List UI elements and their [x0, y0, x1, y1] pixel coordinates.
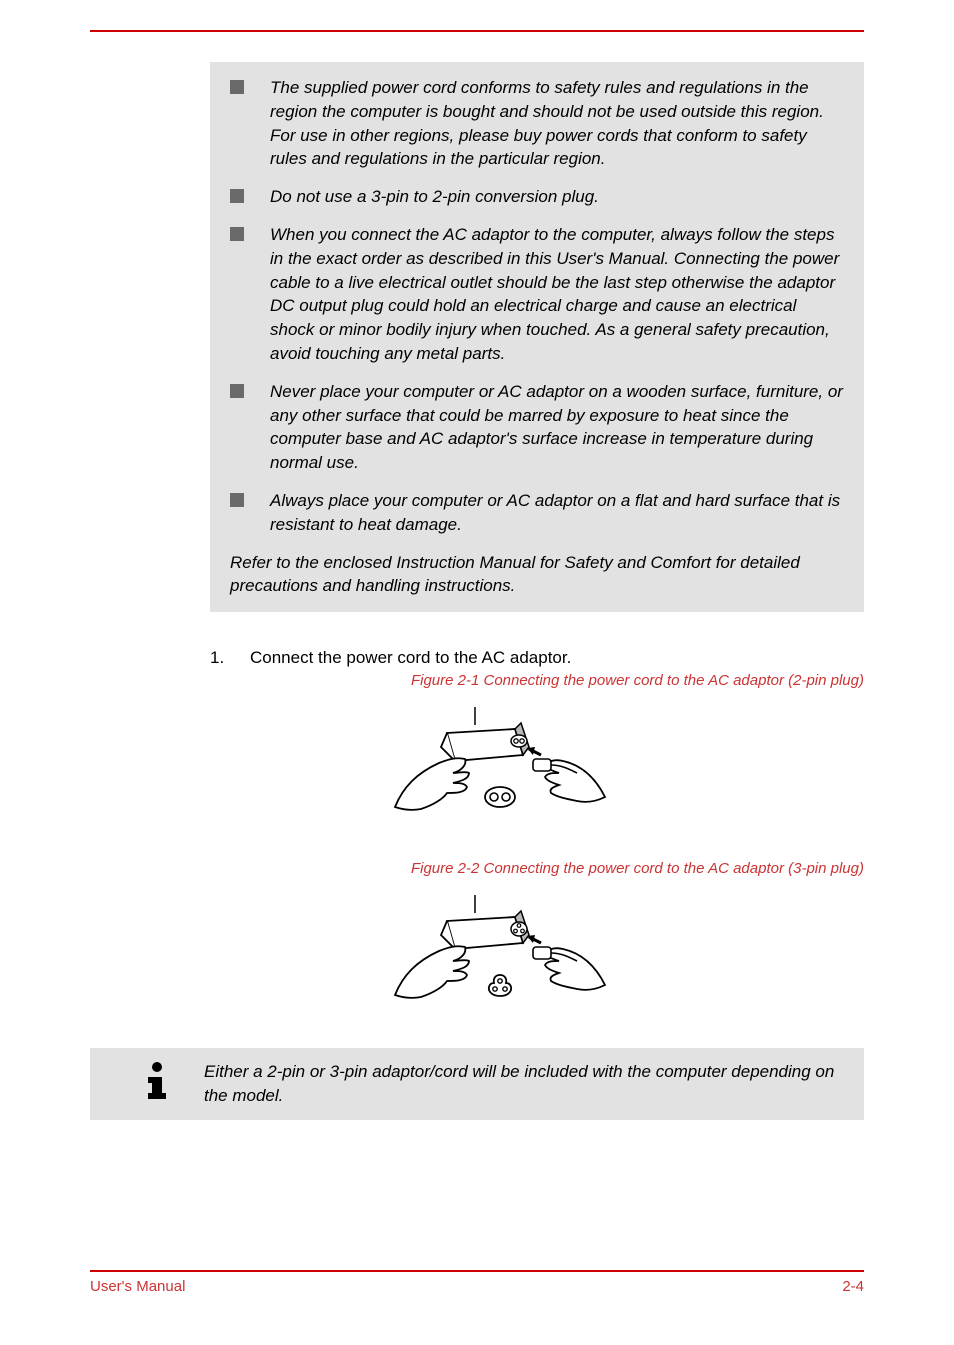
list-item: Always place your computer or AC adaptor… — [230, 489, 844, 537]
info-icon-cell — [90, 1061, 204, 1106]
bullet-icon — [230, 189, 244, 203]
bullet-icon — [230, 384, 244, 398]
bottom-divider — [90, 1270, 864, 1272]
warning-text: When you connect the AC adaptor to the c… — [270, 223, 844, 366]
figure-2-image — [90, 895, 864, 1020]
step-number: 1. — [210, 648, 250, 668]
footer-right: 2-4 — [842, 1278, 864, 1295]
warning-text: Always place your computer or AC adaptor… — [270, 489, 844, 537]
info-icon — [140, 1061, 174, 1101]
list-item: Do not use a 3-pin to 2-pin conversion p… — [230, 185, 844, 209]
list-item: When you connect the AC adaptor to the c… — [230, 223, 844, 366]
bullet-icon — [230, 493, 244, 507]
list-item: Never place your computer or AC adaptor … — [230, 380, 844, 475]
list-item: The supplied power cord conforms to safe… — [230, 76, 844, 171]
figure-2-caption: Figure 2-2 Connecting the power cord to … — [210, 860, 864, 877]
warning-text: Do not use a 3-pin to 2-pin conversion p… — [270, 185, 844, 209]
warning-box: The supplied power cord conforms to safe… — [210, 62, 864, 612]
bullet-icon — [230, 227, 244, 241]
footer-left: User's Manual — [90, 1278, 185, 1295]
warning-list: The supplied power cord conforms to safe… — [230, 76, 844, 537]
step-text: Connect the power cord to the AC adaptor… — [250, 648, 864, 668]
figure-1-caption: Figure 2-1 Connecting the power cord to … — [210, 672, 864, 689]
figure-1-image — [90, 707, 864, 832]
top-divider — [90, 30, 864, 32]
info-note-text: Either a 2-pin or 3-pin adaptor/cord wil… — [204, 1060, 844, 1108]
warning-text: The supplied power cord conforms to safe… — [270, 76, 844, 171]
info-note-box: Either a 2-pin or 3-pin adaptor/cord wil… — [90, 1048, 864, 1120]
page-container: The supplied power cord conforms to safe… — [0, 0, 954, 1295]
bullet-icon — [230, 80, 244, 94]
step-row: 1. Connect the power cord to the AC adap… — [210, 648, 864, 668]
warning-closing: Refer to the enclosed Instruction Manual… — [230, 551, 844, 599]
page-footer: User's Manual 2-4 — [90, 1270, 864, 1295]
warning-text: Never place your computer or AC adaptor … — [270, 380, 844, 475]
